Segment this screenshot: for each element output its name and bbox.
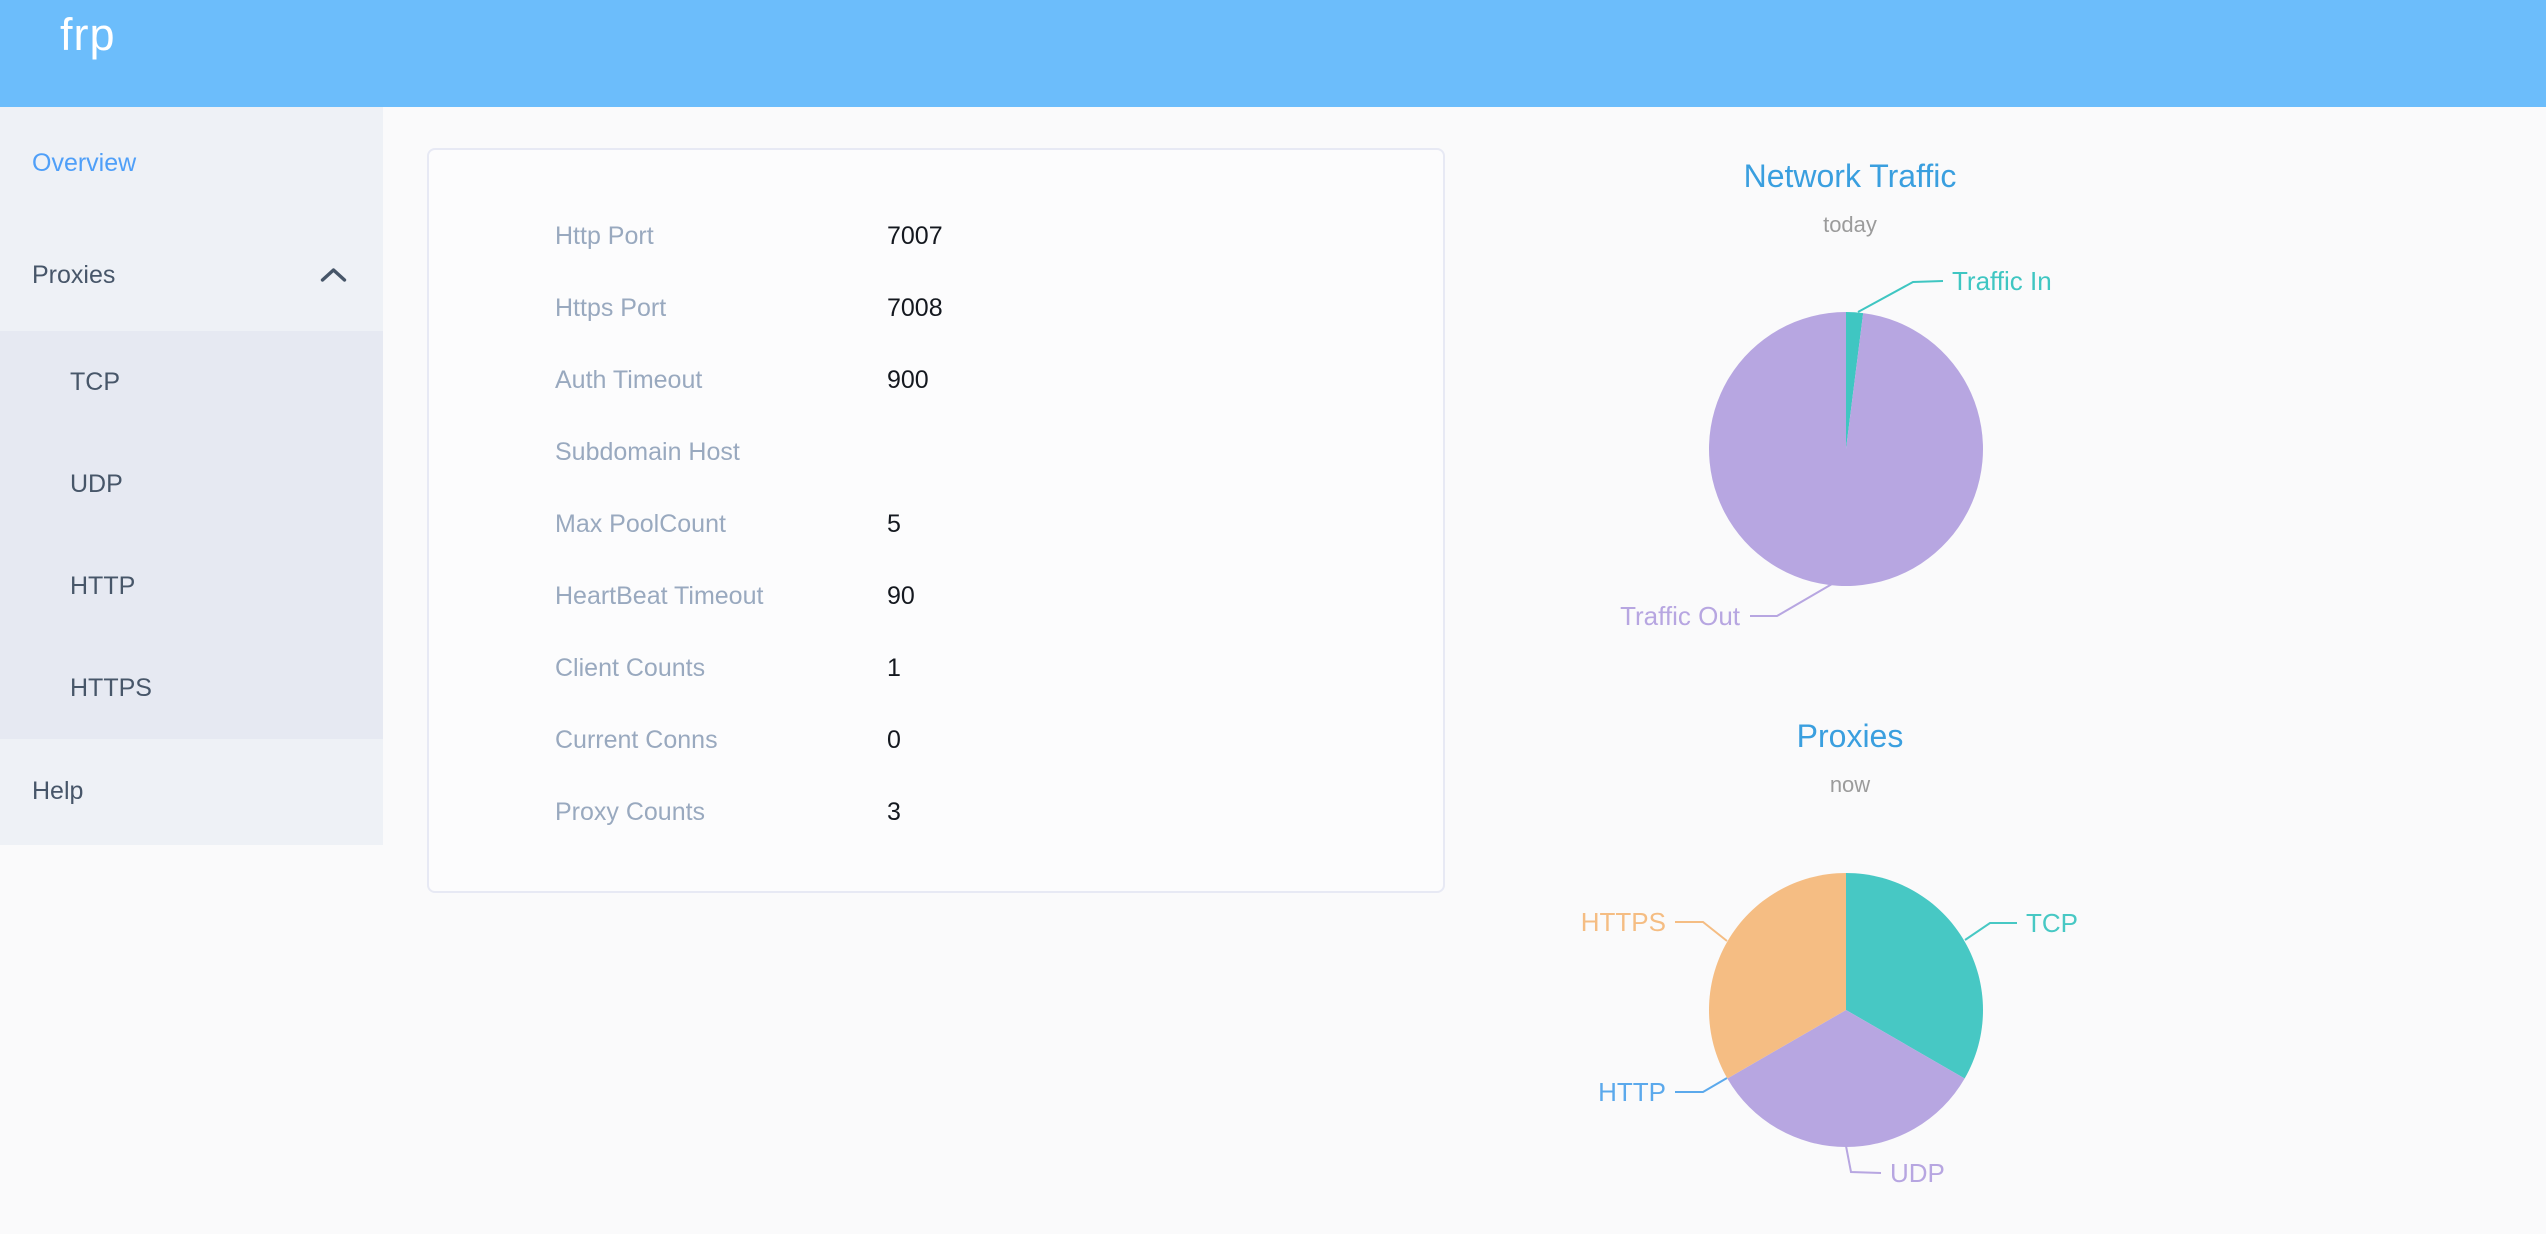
sidebar-item-https[interactable]: HTTPS: [0, 637, 383, 739]
pie-label-traffic-out: Traffic Out: [1620, 601, 1741, 631]
config-row-max-poolcount: Max PoolCount 5: [429, 488, 1443, 560]
config-row-current-conns: Current Conns 0: [429, 704, 1443, 776]
sidebar-item-label: HTTP: [70, 571, 136, 600]
config-value: 1: [887, 653, 901, 682]
pie-leader-traffic-out: [1750, 583, 1833, 617]
config-row-client-counts: Client Counts 1: [429, 632, 1443, 704]
network-traffic-chart: Network Traffic today Traffic In Traffic …: [1440, 140, 2260, 685]
config-row-subdomain-host: Subdomain Host: [429, 416, 1443, 488]
config-value: 7007: [887, 221, 943, 250]
proxies-chart: Proxies now TCP UDP HTTP HTTPS: [1440, 700, 2260, 1234]
config-label: Auth Timeout: [555, 365, 703, 394]
proxies-submenu: TCP UDP HTTP HTTPS: [0, 331, 383, 739]
config-label: Http Port: [555, 221, 654, 250]
chart-subtitle: today: [1823, 212, 1877, 237]
pie-label-http: HTTP: [1598, 1077, 1666, 1107]
sidebar-item-label: TCP: [70, 367, 120, 396]
pie-slice-udp: [1727, 1010, 1965, 1147]
header-bar: frp: [0, 0, 2546, 107]
config-value: 900: [887, 365, 929, 394]
pie-leader-udp: [1845, 1145, 1882, 1174]
config-value: 3: [887, 797, 901, 826]
config-row-https-port: Https Port 7008: [429, 272, 1443, 344]
sidebar-item-label: UDP: [70, 469, 123, 498]
pie-label-tcp: TCP: [2026, 908, 2078, 938]
sidebar-item-udp[interactable]: UDP: [0, 433, 383, 535]
config-value: 90: [887, 581, 915, 610]
pie-label-traffic-in: Traffic In: [1952, 266, 2052, 296]
chart-subtitle: now: [1829, 772, 1871, 797]
sidebar-item-label: Proxies: [32, 260, 116, 289]
pie-leader-traffic-in: [1857, 280, 1944, 313]
config-label: Current Conns: [555, 725, 718, 754]
pie-label-udp: UDP: [1890, 1158, 1945, 1188]
chart-title: Proxies: [1796, 718, 1904, 754]
sidebar: Overview Proxies TCP UDP HTTP HTTPS: [0, 107, 383, 845]
pie-slice-https: [1709, 873, 1846, 1079]
config-label: Client Counts: [555, 653, 706, 682]
config-row-heartbeat-timeout: HeartBeat Timeout 90: [429, 560, 1443, 632]
chart-title: Network Traffic: [1743, 158, 1957, 194]
config-label: Subdomain Host: [555, 437, 740, 466]
app-logo: frp: [60, 9, 116, 60]
sidebar-item-label: Help: [32, 776, 84, 805]
config-value: 5: [887, 509, 901, 538]
config-row-proxy-counts: Proxy Counts 3: [429, 776, 1443, 848]
config-value: 0: [887, 725, 901, 754]
config-label: HeartBeat Timeout: [555, 581, 764, 610]
pie-leader-http: [1675, 1077, 1728, 1093]
sidebar-item-proxies[interactable]: Proxies: [0, 219, 383, 331]
pie-label-https: HTTPS: [1581, 907, 1666, 937]
config-value: 7008: [887, 293, 943, 322]
pie-slice-traffic-out: [1709, 312, 1983, 586]
config-row-auth-timeout: Auth Timeout 900: [429, 344, 1443, 416]
config-label: Max PoolCount: [555, 509, 726, 538]
chevron-up-icon: [320, 268, 347, 283]
pie-svg-1: TCP UDP HTTP HTTPS: [1581, 873, 2078, 1188]
sidebar-item-http[interactable]: HTTP: [0, 535, 383, 637]
pie-slice-tcp: [1846, 873, 1983, 1079]
sidebar-item-tcp[interactable]: TCP: [0, 331, 383, 433]
config-label: Https Port: [555, 293, 667, 322]
pie-leader-tcp: [1964, 922, 2017, 941]
pie-leader-https: [1675, 921, 1728, 942]
sidebar-item-label: HTTPS: [70, 673, 152, 702]
sidebar-item-help[interactable]: Help: [0, 739, 383, 843]
sidebar-item-label: Overview: [32, 148, 137, 177]
pie-svg-0: Traffic In Traffic Out: [1620, 266, 2052, 631]
config-row-http-port: Http Port 7007: [429, 200, 1443, 272]
config-label: Proxy Counts: [555, 797, 706, 826]
server-config-card: Http Port 7007 Https Port 7008 Auth Time…: [427, 148, 1445, 893]
pie-slice-traffic-in: [1846, 312, 1864, 449]
sidebar-item-overview[interactable]: Overview: [0, 107, 383, 219]
